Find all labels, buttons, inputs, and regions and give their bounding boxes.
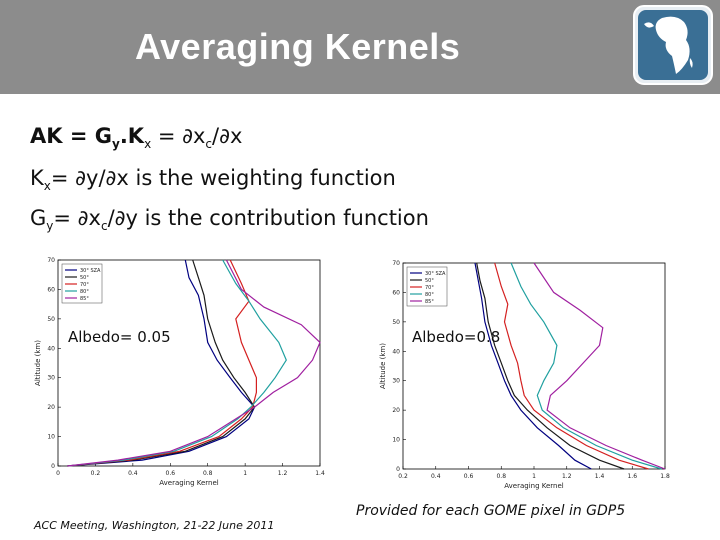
series-line-2 — [67, 259, 256, 467]
y-tick-label: 40 — [47, 345, 55, 352]
legend-label: 70° — [80, 282, 89, 288]
slide-title: Averaging Kernels — [135, 26, 461, 67]
x-tick-label: 1.2 — [562, 473, 572, 480]
albedo-label-high: Albedo=0.8 — [412, 328, 501, 346]
legend-label: 80° — [80, 289, 89, 295]
legend-label: 50° — [80, 275, 89, 281]
legend-label: 30° SZA — [80, 268, 101, 274]
x-axis-label: Averaging Kernel — [159, 479, 219, 487]
averaging-kernel-chart-albedo-high: 0.2 0.4 0.6 0.8 1 1.2 1.4 1.6 1.8 0 10 20 30 40 50 60 70… — [373, 255, 673, 495]
legend-label: 30° SZA — [425, 271, 446, 277]
legend-label: 70° — [425, 285, 434, 291]
y-tick-label: 0 — [396, 466, 400, 473]
equation-line-ak: AK = Gy.Kx = ∂xc/∂x — [30, 124, 243, 152]
x-axis-label: Averaging Kernel — [504, 482, 564, 490]
y-tick-label: 20 — [392, 407, 400, 414]
series-line-4 — [510, 262, 662, 470]
series-line-1 — [67, 259, 256, 467]
legend-label: 85° — [80, 296, 89, 302]
series-line-1 — [474, 262, 592, 470]
series-line-2 — [476, 262, 625, 470]
x-tick-label: 0.4 — [431, 473, 441, 480]
y-tick-label: 20 — [47, 404, 55, 411]
y-tick-label: 10 — [392, 437, 400, 444]
x-tick-label: 0.2 — [91, 470, 101, 477]
x-tick-label: 0.4 — [128, 470, 138, 477]
globe-logo-icon — [633, 5, 713, 85]
x-tick-label: 1 — [532, 473, 536, 480]
y-tick-label: 30 — [392, 378, 400, 385]
x-tick-label: 0.8 — [496, 473, 506, 480]
y-axis-label: Altitude (km) — [34, 340, 42, 386]
y-tick-label: 30 — [47, 375, 55, 382]
y-tick-label: 60 — [392, 289, 400, 296]
y-tick-label: 70 — [47, 257, 55, 264]
x-tick-label: 0.6 — [464, 473, 474, 480]
x-tick-label: 1.6 — [627, 473, 637, 480]
y-tick-label: 50 — [47, 316, 55, 323]
series-line-5 — [533, 262, 666, 470]
y-tick-label: 40 — [392, 348, 400, 355]
y-tick-label: 0 — [51, 463, 55, 470]
series-line-4 — [67, 259, 287, 467]
x-tick-label: 1.4 — [315, 470, 325, 477]
x-tick-label: 0.8 — [203, 470, 213, 477]
x-tick-label: 1.2 — [278, 470, 288, 477]
y-tick-label: 70 — [392, 260, 400, 267]
series-line-5 — [67, 259, 321, 467]
y-tick-label: 10 — [47, 434, 55, 441]
series-line-3 — [494, 262, 649, 470]
x-tick-label: 0.2 — [398, 473, 408, 480]
x-tick-label: 1 — [243, 470, 247, 477]
y-tick-label: 50 — [392, 319, 400, 326]
albedo-label-low: Albedo= 0.05 — [68, 328, 171, 346]
legend-label: 50° — [425, 278, 434, 284]
legend-label: 85° — [425, 299, 434, 305]
footer-meeting: ACC Meeting, Washington, 21-22 June 2011 — [34, 519, 275, 532]
y-tick-label: 60 — [47, 286, 55, 293]
series-line-3 — [67, 259, 257, 467]
y-axis-label: Altitude (km) — [379, 343, 387, 389]
x-tick-label: 0.6 — [166, 470, 176, 477]
x-tick-label: 1.4 — [595, 473, 605, 480]
title-bar: Averaging Kernels — [0, 0, 720, 94]
x-tick-label: 1.8 — [660, 473, 670, 480]
legend-label: 80° — [425, 292, 434, 298]
x-tick-label: 0 — [56, 470, 60, 477]
averaging-kernel-chart-albedo-low: 0 0.2 0.4 0.6 0.8 1 1.2 1.4 0 10 20 30 40 50 60 70 Avera… — [28, 252, 328, 492]
equation-line-contribution: Gy= ∂xc/∂y is the contribution function — [30, 206, 429, 234]
footer-note: Provided for each GOME pixel in GDP5 — [356, 503, 626, 519]
equation-line-weighting: Kx= ∂y/∂x is the weighting function — [30, 166, 396, 194]
